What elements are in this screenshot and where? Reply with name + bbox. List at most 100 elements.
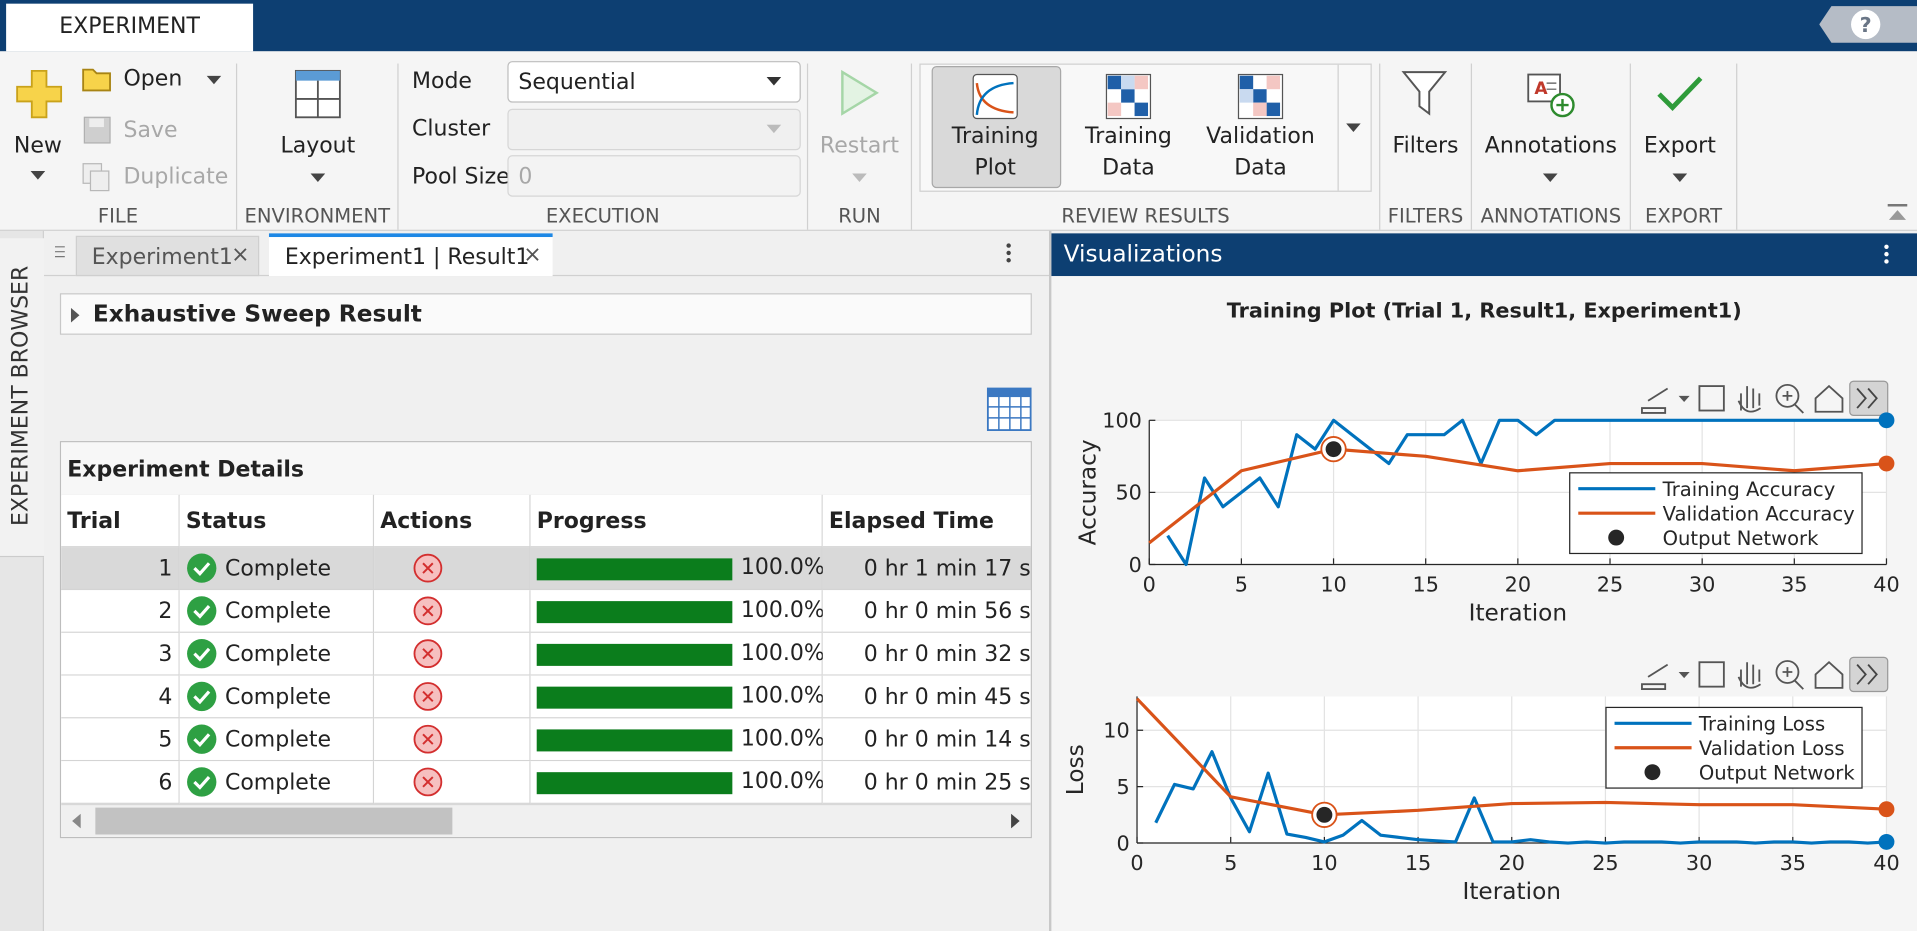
pool-size-value: 0	[518, 163, 533, 190]
layout-button[interactable]: Layout	[280, 133, 356, 159]
dropdown-arrow	[30, 171, 46, 180]
validation-data-button[interactable]: Validation Data	[1206, 123, 1315, 181]
collapse-toolstrip[interactable]	[1886, 203, 1908, 223]
x-axis-label: Iteration	[1469, 600, 1568, 627]
x-tick-label: 20	[1505, 572, 1531, 596]
actions-cell	[374, 547, 531, 591]
section-label: REVIEW RESULTS	[1061, 204, 1230, 228]
app-tab[interactable]: EXPERIMENT MANAGER	[6, 3, 254, 86]
scrollbar-thumb[interactable]	[95, 807, 453, 835]
cancel-action[interactable]	[412, 638, 444, 670]
mode-dropdown[interactable]: Sequential	[507, 61, 801, 103]
y-tick-label: 100	[1102, 409, 1142, 433]
x-tick-label: 15	[1405, 851, 1431, 875]
training-data-icon	[1105, 73, 1152, 120]
panel-divider	[1048, 230, 1052, 931]
y-tick-label: 50	[1115, 481, 1141, 505]
cancel-action[interactable]	[412, 766, 444, 798]
toolbar-icon	[1775, 660, 1800, 684]
legend-label: Output Network	[1699, 762, 1855, 785]
browser-tab[interactable]	[0, 238, 45, 558]
toolbar-icon	[1775, 383, 1800, 408]
tab-active[interactable]: Experiment1 | Result1 ×	[268, 233, 553, 277]
gallery-expand[interactable]	[1346, 123, 1361, 133]
x-tick-label: 0	[1130, 851, 1143, 875]
section-label: EXECUTION	[545, 204, 660, 228]
scroll-left[interactable]	[71, 813, 83, 829]
progress-bar	[536, 558, 733, 581]
x-tick-label: 35	[1780, 851, 1806, 875]
toolbar-icon	[1849, 656, 1889, 693]
progress-track	[536, 558, 733, 581]
duplicate-button[interactable]: Duplicate	[123, 163, 229, 190]
legend-label: Training Accuracy	[1662, 478, 1836, 501]
progress-label: 100.0%	[740, 682, 825, 709]
annotations-button[interactable]: Annotations	[1484, 133, 1617, 159]
dropdown-arrow	[1542, 173, 1558, 183]
dropdown-arrow	[852, 173, 867, 183]
x-tick-label: 25	[1592, 851, 1618, 875]
progress-track	[536, 772, 733, 795]
elapsed-cell: 0 hr 0 min 14 sec	[822, 718, 1031, 762]
x-tick-label: 35	[1781, 572, 1807, 596]
dropdown-arrow	[766, 76, 782, 86]
y-tick-label: 5	[1116, 775, 1129, 799]
tab-menu[interactable]	[1004, 242, 1014, 266]
progress-label: 100.0%	[740, 768, 825, 795]
filters-button[interactable]: Filters	[1392, 133, 1459, 159]
tab[interactable]: Experiment1 ×	[75, 235, 260, 277]
section-label: EXPORT	[1644, 204, 1723, 228]
tab-label: Experiment1	[91, 244, 233, 271]
actions-cell	[374, 718, 531, 762]
cancel-action[interactable]	[412, 723, 444, 755]
tab-close[interactable]: ×	[231, 241, 250, 268]
cancel-action[interactable]	[412, 681, 444, 713]
result-header[interactable]: Exhaustive Sweep Result	[59, 293, 1032, 335]
toolbar-icon	[1737, 662, 1762, 689]
toolbar-icon	[1856, 664, 1878, 685]
toolbar-icon	[1782, 390, 1804, 414]
tab-close[interactable]: ×	[523, 241, 542, 268]
progress-label: 100.0%	[740, 725, 825, 752]
y-axis-label: Loss	[1062, 744, 1089, 795]
column-header: Actions	[374, 494, 531, 548]
visualizations-title: Visualizations	[1063, 240, 1223, 268]
x-tick-label: 0	[1143, 572, 1156, 596]
section-label: ANNOTATIONS	[1480, 204, 1622, 228]
table-view-icon[interactable]	[986, 387, 1032, 431]
training-plot-button[interactable]: Training Plot	[951, 123, 1039, 181]
cancel-action[interactable]	[412, 552, 444, 584]
separator	[1379, 63, 1381, 230]
toolbar-icon	[1856, 387, 1878, 409]
output-marker	[1316, 806, 1333, 823]
trial-cell: 5	[61, 718, 180, 762]
axes-toolbar[interactable]	[1641, 380, 1889, 417]
save-button[interactable]: Save	[123, 117, 178, 143]
open-button[interactable]: Open	[123, 65, 183, 92]
export-button[interactable]: Export	[1643, 133, 1716, 159]
visualizations-header: Visualizations	[1051, 233, 1917, 277]
training-data-button[interactable]: Training Data	[1085, 123, 1172, 181]
toolbar-icon	[1641, 663, 1669, 691]
status-icon	[187, 596, 217, 626]
current-marker	[1878, 412, 1895, 429]
x-axis-label: Iteration	[1462, 878, 1561, 905]
scroll-right[interactable]	[1010, 813, 1022, 829]
legend-label: Validation Accuracy	[1663, 502, 1855, 525]
separator	[397, 63, 399, 230]
axes-toolbar[interactable]	[1641, 656, 1889, 693]
panel-menu[interactable]	[1882, 243, 1892, 267]
status-icon	[187, 553, 217, 583]
actions-cell	[374, 590, 531, 633]
column-header: Status	[179, 494, 375, 548]
section-label: FILE	[97, 204, 139, 228]
trial-cell: 6	[61, 761, 180, 804]
help-button[interactable]: ?	[1819, 2, 1917, 46]
tab-label: Experiment1 | Result1	[284, 244, 530, 271]
dropdown-arrow	[206, 75, 222, 85]
elapsed-cell: 0 hr 0 min 56 sec	[822, 590, 1031, 633]
mode-label: Mode	[412, 68, 472, 95]
cancel-action[interactable]	[412, 595, 444, 627]
new-button[interactable]: New	[13, 133, 62, 159]
